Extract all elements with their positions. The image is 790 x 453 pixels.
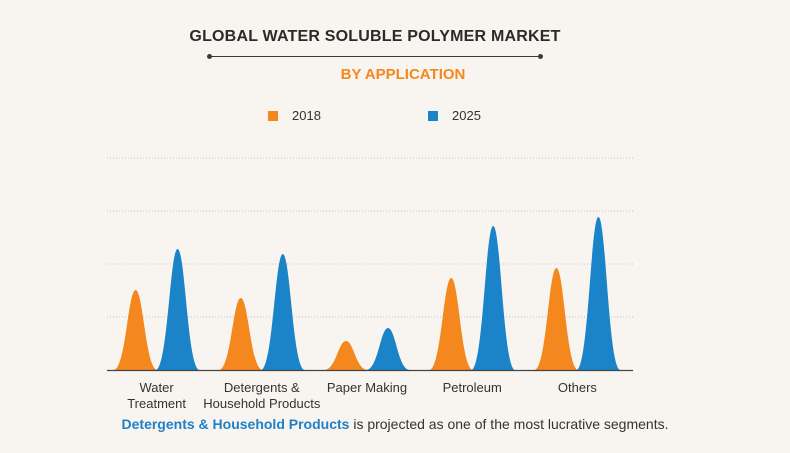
peak-2025-4 (576, 217, 621, 370)
peak-2025-1 (260, 254, 305, 370)
divider-dot-left (207, 54, 212, 59)
peak-2018-1 (218, 298, 263, 370)
divider-dot-right (538, 54, 543, 59)
chart-title: GLOBAL WATER SOLUBLE POLYMER MARKET (189, 28, 561, 45)
category-label: Detergents & Household Products (203, 380, 321, 411)
legend-swatch-2018 (268, 110, 278, 121)
chart-caption: Detergents & Household Products is proje… (0, 416, 790, 432)
peak-2025-3 (471, 226, 516, 370)
peak-2025-0 (155, 249, 200, 370)
peak-2018-0 (113, 290, 158, 370)
title-divider (207, 54, 543, 59)
peak-2018-3 (429, 278, 474, 370)
legend-label-2018: 2018 (292, 108, 321, 123)
caption-text: is projected as one of the most lucrativ… (349, 416, 669, 432)
peak-2018-2 (324, 341, 368, 370)
chart-subtitle: BY APPLICATION (340, 66, 466, 83)
category-label: Others (558, 380, 598, 395)
legend-label-2025: 2025 (452, 108, 481, 123)
category-label: Petroleum (443, 380, 502, 395)
category-label: Water Treatment (127, 380, 186, 411)
legend-item-2018: 2018 (268, 108, 321, 123)
peak-2025-2 (366, 328, 410, 370)
caption-highlight: Detergents & Household Products (121, 416, 350, 432)
peak-2018-4 (534, 268, 579, 370)
legend-swatch-2025 (428, 110, 438, 121)
category-label: Paper Making (327, 380, 407, 395)
legend-item-2025: 2025 (428, 108, 481, 123)
